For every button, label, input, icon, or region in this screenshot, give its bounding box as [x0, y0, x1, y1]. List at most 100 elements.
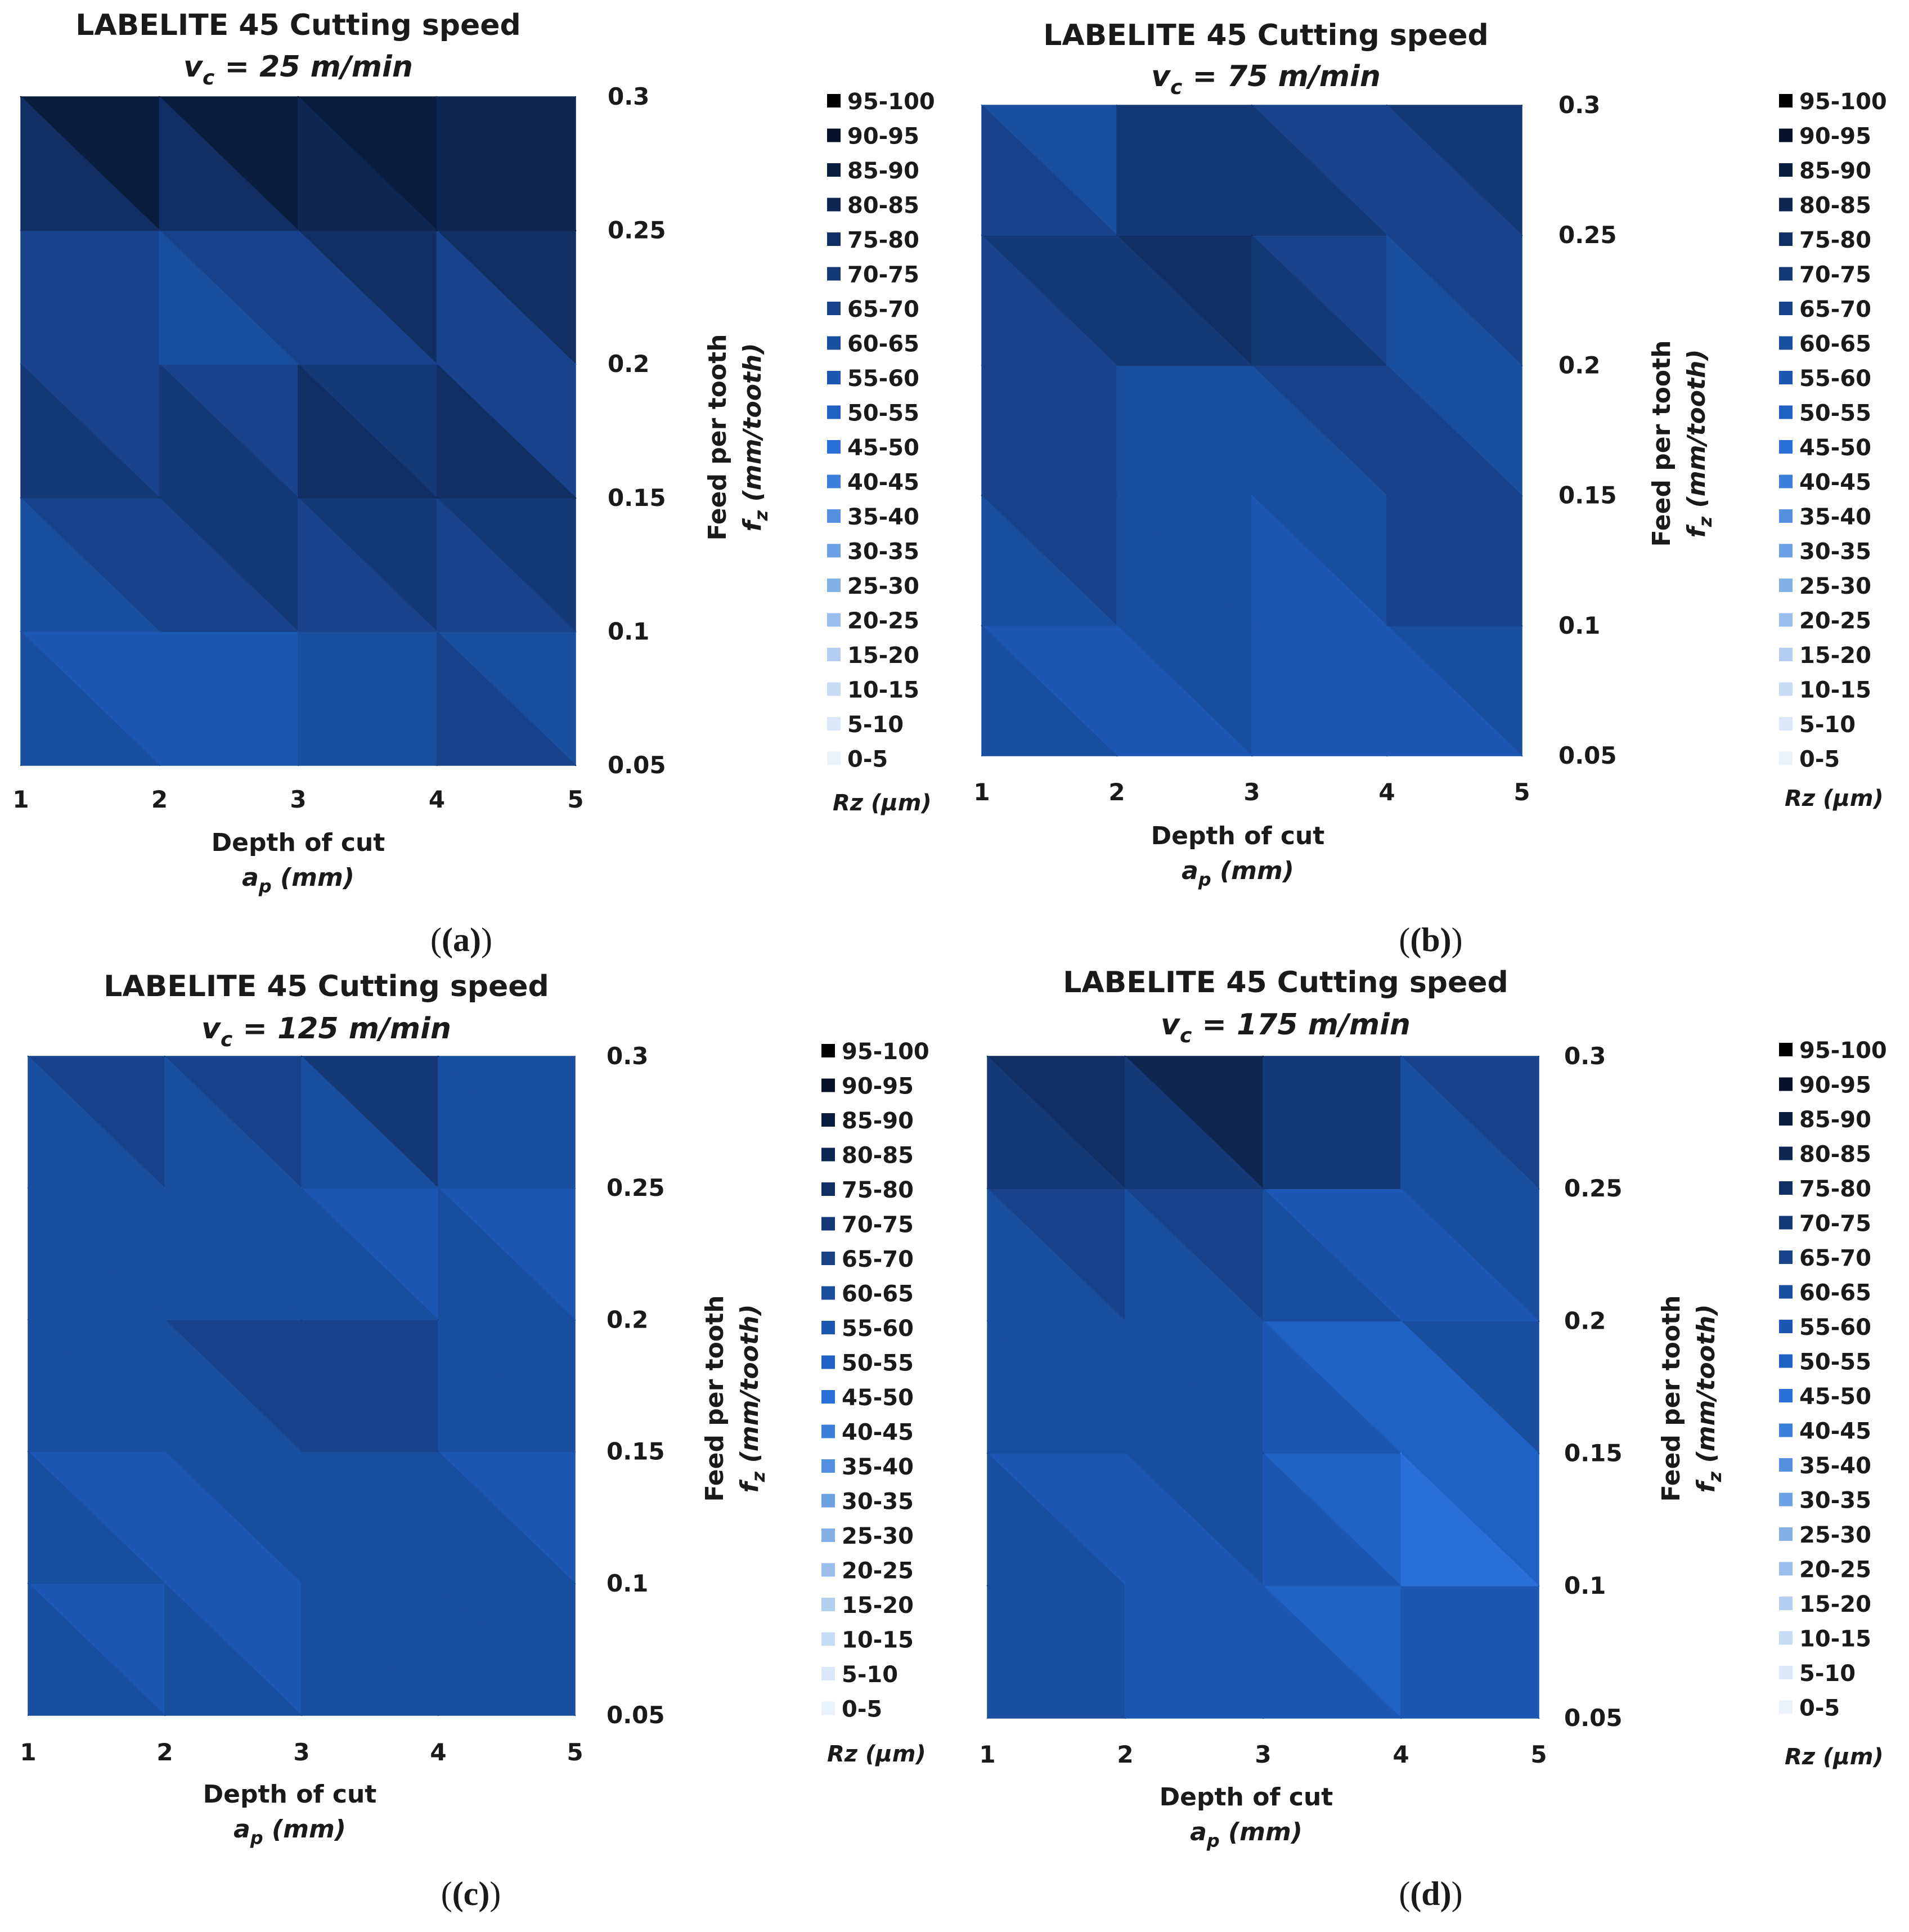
panel-d-legend-swatch [1779, 1631, 1793, 1645]
panel-d-y-ticks: 0.05 0.1 0.15 0.2 0.25 0.3 [1564, 1042, 1623, 1732]
panel-a-cell-3-3-lower [436, 229, 577, 365]
panel-b-node-0-5 [981, 105, 982, 106]
panel-d-cell-0-0-lower [987, 1585, 1126, 1719]
panel-b-legend-swatch [1779, 128, 1793, 142]
panel-a-legend-swatch [827, 717, 841, 730]
panel-a-x-ticks: 1 2 3 4 5 [12, 786, 583, 813]
panel-b-node-4-4 [1521, 235, 1522, 236]
panel-b-cell-1-2-lower [1116, 364, 1253, 496]
panel-b-heatmap [981, 104, 1523, 757]
panel-a-node-1-2 [159, 497, 160, 499]
panel-d-legend-swatch [1779, 1250, 1793, 1264]
panel-a-y-tick-label: 0.1 [608, 617, 649, 645]
panel-a-cell-3-1-lower [436, 497, 577, 633]
panel-b-y-tick-label: 0.1 [1558, 612, 1600, 639]
panel-a-legend-label: 30-35 [847, 539, 919, 565]
panel-c-cell-2-4-lower [301, 1055, 439, 1189]
panel-d-x-ticks: 1 2 3 4 5 [979, 1741, 1547, 1768]
panel-d-y-unit: fz (mm/tooth) [1692, 1305, 1726, 1493]
panel-d-cell-0-4-lower [987, 1055, 1126, 1189]
panel-d-cell-3-1-lower [1400, 1452, 1540, 1586]
panel-a-node-1-4 [159, 230, 160, 231]
panel-d-legend: 95-100 90-95 85-90 80-85 75-80 70-75 65-70 60-6… [1779, 1038, 1887, 1770]
panel-c-legend-swatch [821, 1355, 835, 1369]
panel-a-legend-label: 40-45 [847, 470, 919, 496]
panel-c-legend-swatch [821, 1632, 835, 1646]
panel-d-node-1-5 [1125, 1056, 1126, 1057]
panel-c-legend-swatch [821, 1701, 835, 1715]
panel-a-node-4-0 [575, 765, 576, 766]
panel-c-legend-label: 25-30 [842, 1523, 914, 1549]
panel-c-y-tick-label: 0.25 [607, 1174, 665, 1202]
panel-d-legend-swatch [1779, 1181, 1793, 1195]
panel-c-cell-1-1-lower [164, 1450, 303, 1584]
panel-a-node-0-4 [20, 230, 21, 231]
panel-b-legend-label: 0-5 [1799, 747, 1840, 773]
panel-d-cell-2-4-lower [1263, 1055, 1402, 1189]
panel-d-cell-1-4-lower [1125, 1055, 1264, 1189]
panel-c-y-ticks: 0.05 0.1 0.15 0.2 0.25 0.3 [607, 1042, 665, 1729]
panel-c-node-0-3 [28, 1319, 29, 1321]
panel-c-y-tick-label: 0.3 [607, 1042, 648, 1070]
panel-c-cell-3-4-lower [438, 1055, 576, 1189]
panel-d-legend-label: 45-50 [1799, 1384, 1871, 1410]
panel-d-legend-swatch [1779, 1112, 1793, 1126]
panel-c-y-tick-label: 0.2 [607, 1306, 648, 1333]
panel-b-node-3-3 [1386, 365, 1387, 366]
panel-a: LABELITE 45 Cutting speed vc = 25 m/min … [12, 8, 935, 958]
panel-d-node-1-3 [1125, 1320, 1126, 1322]
panel-a-node-2-1 [298, 631, 299, 633]
panel-c-node-4-1 [574, 1583, 576, 1584]
panel-a-cell-0-3-lower [20, 229, 161, 365]
panel-c-cell-3-0-lower [438, 1583, 576, 1716]
panel-d-legend-label: 85-90 [1799, 1107, 1871, 1133]
panel-b-legend-label: 30-35 [1799, 539, 1871, 565]
panel-d-cell-0-2-lower [987, 1320, 1126, 1454]
panel-c-legend-label: 60-65 [842, 1281, 914, 1307]
panel-b-legend-swatch [1779, 509, 1793, 523]
panel-b-node-4-2 [1521, 495, 1522, 496]
panel-b-x-tick-label: 4 [1378, 778, 1395, 806]
panel-c-legend: 95-100 90-95 85-90 80-85 75-80 70-75 65-70 60-6… [821, 1039, 929, 1767]
panel-d-legend-label: 70-75 [1799, 1211, 1871, 1237]
panel-d-node-3-3 [1400, 1320, 1402, 1322]
panel-a-node-4-2 [575, 497, 576, 499]
panel-c-legend-label: 20-25 [842, 1558, 914, 1584]
panel-b-legend-swatch [1779, 613, 1793, 627]
panel-c-node-2-4 [301, 1187, 302, 1189]
panel-a-x-tick-label: 1 [12, 786, 29, 813]
panel-b-node-3-5 [1386, 105, 1387, 106]
panel-a-cell-3-0-lower [436, 630, 577, 766]
panel-a-y-tick-label: 0.25 [608, 217, 666, 244]
panel-c-y-label-group: Feed per tooth fz (mm/tooth) [700, 1296, 769, 1502]
panel-b-cell-0-3-lower [981, 234, 1118, 366]
panel-a-legend-swatch [827, 128, 841, 142]
panel-c-legend-label: 75-80 [842, 1177, 914, 1203]
panel-b-y-ticks: 0.05 0.1 0.15 0.2 0.25 0.3 [1558, 91, 1617, 769]
panel-c-legend-swatch [821, 1044, 835, 1057]
panel-b-legend-label: 20-25 [1799, 608, 1871, 634]
panel-c-caption: ((c)) [441, 1875, 501, 1912]
panel-b-legend: 95-100 90-95 85-90 80-85 75-80 70-75 65-70 60-6… [1779, 89, 1887, 812]
panel-b-node-0-1 [981, 625, 982, 626]
panel-d-legend-swatch [1779, 1320, 1793, 1333]
panel-c-node-3-5 [438, 1056, 439, 1057]
panel-d-legend-swatch [1779, 1527, 1793, 1541]
panel-b-legend-label: 25-30 [1799, 573, 1871, 599]
panel-b-x-tick-label: 2 [1108, 778, 1125, 806]
panel-b-legend-label: 10-15 [1799, 678, 1871, 703]
panel-c-y-tick-label: 0.1 [607, 1570, 648, 1597]
panel-c-cell-1-4-lower [164, 1055, 303, 1189]
panel-c-legend-label: 40-45 [842, 1420, 914, 1446]
panel-c-node-0-5 [28, 1056, 29, 1057]
panel-a-legend-swatch [827, 94, 841, 107]
panel-b-legend-swatch [1779, 94, 1793, 107]
panel-c-node-4-5 [574, 1056, 576, 1057]
panel-d-y-tick-label: 0.2 [1564, 1307, 1606, 1334]
panel-a-legend-swatch [827, 751, 841, 765]
panel-b-node-2-1 [1251, 625, 1252, 626]
panel-d-x-label: Depth of cut [1160, 1783, 1333, 1812]
panel-c-heatmap [27, 1055, 576, 1716]
panel-c-node-1-4 [164, 1187, 165, 1189]
panel-d-cell-3-0-lower [1400, 1585, 1540, 1719]
